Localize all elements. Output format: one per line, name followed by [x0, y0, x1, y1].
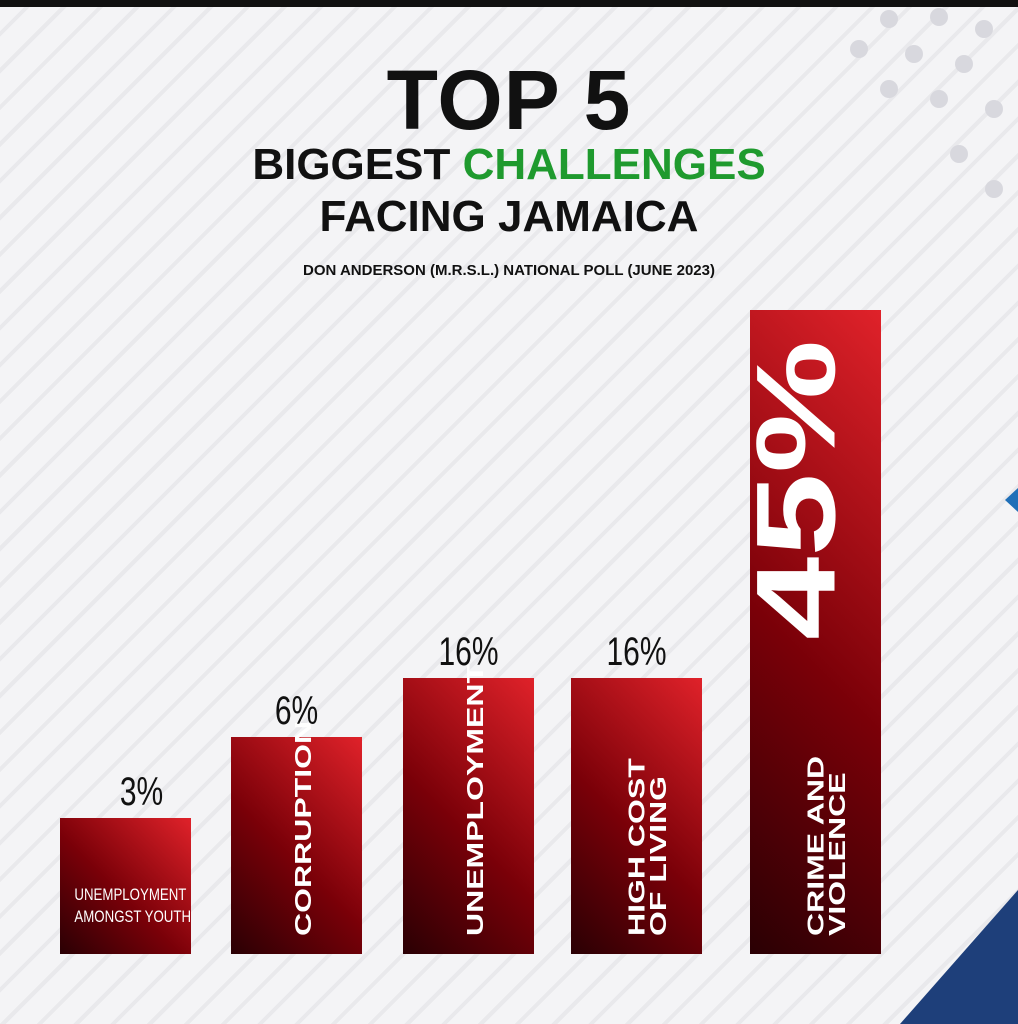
bar-label: UNEMPLOYMENT AMONGST YOUTH [74, 885, 192, 926]
top-border [0, 0, 1018, 7]
chart-title-line3: FACING JAMAICA [319, 192, 699, 241]
data-label: 16% [606, 630, 667, 674]
data-label: 3% [119, 770, 164, 814]
bar-label: HIGH COST OF LIVING [623, 758, 671, 936]
title-text: BIGGEST [252, 140, 463, 189]
bar: UNEMPLOYMENT AMONGST YOUTH [60, 818, 191, 954]
data-label: 16% [438, 630, 499, 674]
bar: CRIME AND VIOLENCE 45% [732, 310, 881, 954]
data-label: 6% [274, 689, 319, 733]
bar-label: CRIME AND VIOLENCE [802, 755, 850, 936]
bar: CORRUPTION [231, 721, 362, 954]
bar-label: UNEMPLOYMENT [461, 664, 488, 936]
bar: HIGH COST OF LIVING [571, 678, 702, 954]
chart-subtitle: DON ANDERSON (M.R.S.L.) NATIONAL POLL (J… [303, 262, 715, 279]
bar-label: CORRUPTION [289, 720, 316, 936]
data-label: 45% [732, 339, 858, 640]
bar: UNEMPLOYMENT [403, 664, 534, 954]
chart-title: TOP 5 [386, 53, 632, 147]
title-highlight: CHALLENGES [462, 140, 766, 189]
chart-title-line2: BIGGEST CHALLENGES [0, 140, 1018, 190]
